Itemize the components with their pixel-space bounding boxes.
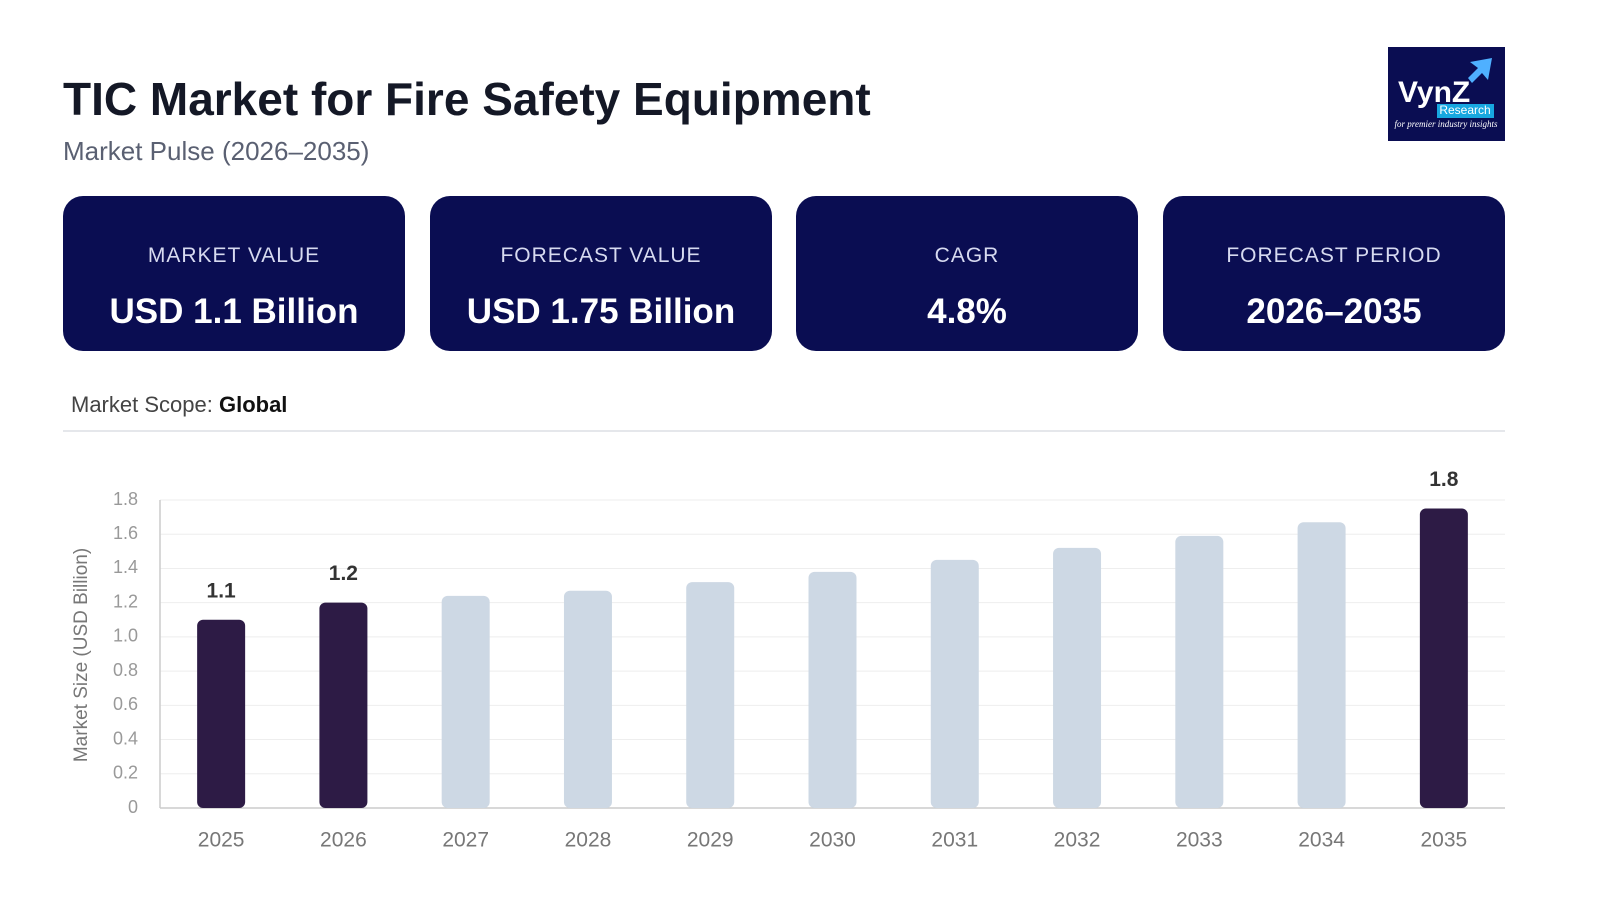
card: FORECAST VALUE USD 1.75 Billion xyxy=(430,196,772,351)
x-tick-label: 2028 xyxy=(565,829,612,852)
logo-sub: Research xyxy=(1439,103,1490,117)
bar xyxy=(1297,522,1346,808)
y-axis-label: Market Size (USD Billion) xyxy=(71,548,92,762)
value-label: 1.1 xyxy=(207,579,237,602)
bar xyxy=(1053,547,1102,808)
bar xyxy=(197,619,246,808)
scope-label: Market Scope: xyxy=(71,392,213,417)
y-tick-label: 1.4 xyxy=(113,557,138,577)
y-tick-label: 1.8 xyxy=(113,489,138,509)
card-label: FORECAST PERIOD xyxy=(1226,244,1442,267)
card-value: USD 1.75 Billion xyxy=(466,292,736,331)
card: FORECAST PERIOD 2026–2035 xyxy=(1163,196,1505,351)
y-tick-label: 0.4 xyxy=(113,728,138,748)
value-label: 1.2 xyxy=(329,562,358,585)
bar xyxy=(930,559,979,808)
x-tick-label: 2034 xyxy=(1298,829,1345,852)
logo-arrow xyxy=(1468,58,1492,83)
x-tick-label: 2030 xyxy=(809,829,856,852)
logo-sub-bg xyxy=(1437,104,1494,118)
value-label: 1.8 xyxy=(1429,468,1459,491)
bar xyxy=(441,595,490,808)
card-value: 2026–2035 xyxy=(1246,292,1422,331)
x-tick-label: 2026 xyxy=(320,829,367,852)
y-tick-label: 1.2 xyxy=(113,591,138,611)
bar xyxy=(1175,535,1224,808)
title: TIC Market for Fire Safety Equipment xyxy=(63,73,871,125)
card-label: FORECAST VALUE xyxy=(500,244,702,267)
y-tick-label: 0.2 xyxy=(113,763,138,783)
bar xyxy=(319,602,368,808)
subtitle: Market Pulse (2026–2035) xyxy=(63,136,370,166)
x-tick-label: 2035 xyxy=(1421,829,1468,852)
y-tick-label: 0.6 xyxy=(113,694,138,714)
y-tick-label: 1.6 xyxy=(113,523,138,543)
bar xyxy=(1419,508,1468,808)
y-tick-label: 1.0 xyxy=(113,626,138,646)
logo-name: VynZ xyxy=(1398,76,1470,109)
bar xyxy=(686,582,735,808)
bar xyxy=(563,590,612,808)
card-value: 4.8% xyxy=(927,292,1007,331)
x-tick-label: 2027 xyxy=(442,829,489,852)
card-label: CAGR xyxy=(934,244,1000,267)
y-tick-label: 0.8 xyxy=(113,660,138,680)
scope-value: Global xyxy=(218,392,288,417)
scope: Market Scope: Global xyxy=(71,392,287,418)
card-label: MARKET VALUE xyxy=(147,244,321,267)
card-value: USD 1.1 Billion xyxy=(109,292,359,331)
x-tick-label: 2032 xyxy=(1054,829,1101,852)
card: CAGR 4.8% xyxy=(796,196,1138,351)
x-tick-label: 2025 xyxy=(198,829,245,852)
card: MARKET VALUE USD 1.1 Billion xyxy=(63,196,405,351)
y-tick-label: 0 xyxy=(128,797,138,817)
x-tick-label: 2033 xyxy=(1176,829,1223,852)
x-tick-label: 2029 xyxy=(687,829,734,852)
bar xyxy=(808,571,857,808)
x-tick-label: 2031 xyxy=(931,829,978,852)
logo-tagline: for premier industry insights xyxy=(1395,119,1498,129)
